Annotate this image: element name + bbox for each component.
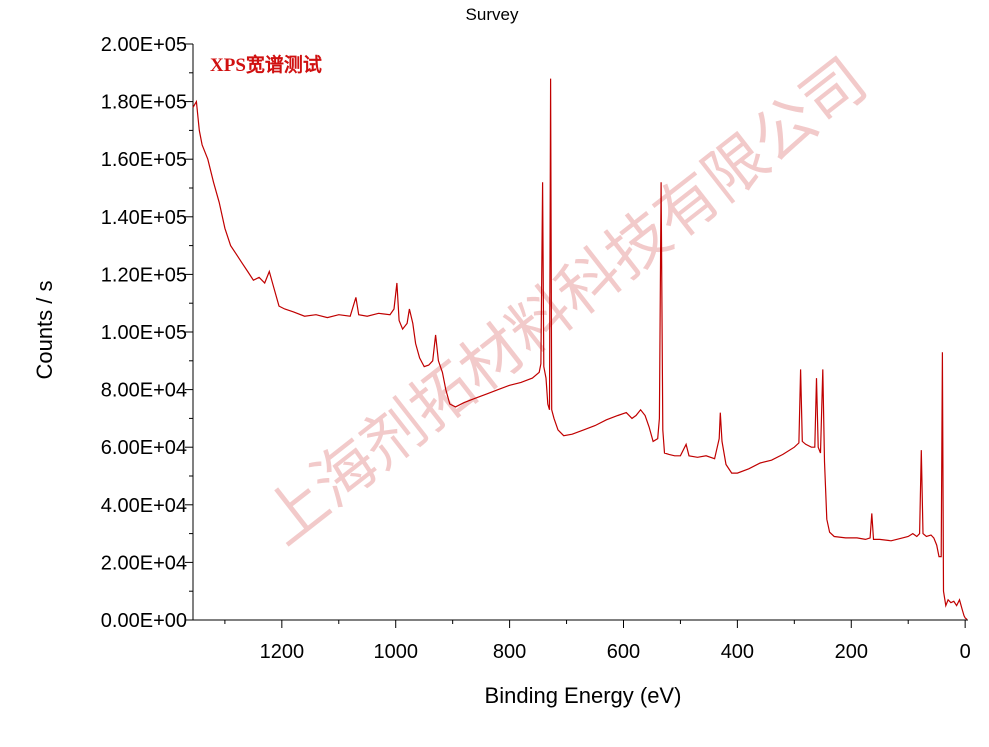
y-tick-label: 2.00E+04 <box>101 552 187 574</box>
y-tick-label: 6.00E+04 <box>101 437 187 459</box>
x-tick-label: 0 <box>960 641 971 663</box>
y-tick-label: 1.40E+05 <box>101 207 187 229</box>
y-tick-label: 1.60E+05 <box>101 149 187 171</box>
y-tick-label: 1.20E+05 <box>101 264 187 286</box>
y-tick-label: 2.00E+05 <box>101 34 187 56</box>
y-axis-label: Counts / s <box>32 280 57 379</box>
y-tick-label: 0.00E+00 <box>101 610 187 632</box>
watermark: 上海剂拓材料科技有限公司 <box>252 46 880 558</box>
data-line <box>192 78 968 620</box>
annotation: XPS宽谱测试 <box>210 53 322 76</box>
y-tick-label: 4.00E+04 <box>101 495 187 517</box>
x-tick-label: 400 <box>721 641 754 663</box>
y-tick-label: 8.00E+04 <box>101 380 187 402</box>
x-axis-label: Binding Energy (eV) <box>485 683 682 708</box>
x-tick-label: 200 <box>835 641 868 663</box>
x-tick-label: 1200 <box>260 641 305 663</box>
y-tick-label: 1.80E+05 <box>101 92 187 114</box>
y-tick-label: 1.00E+05 <box>101 322 187 344</box>
x-tick-label: 600 <box>607 641 640 663</box>
x-tick-label: 800 <box>493 641 526 663</box>
chart-title: Survey <box>466 5 519 24</box>
x-tick-label: 1000 <box>373 641 418 663</box>
